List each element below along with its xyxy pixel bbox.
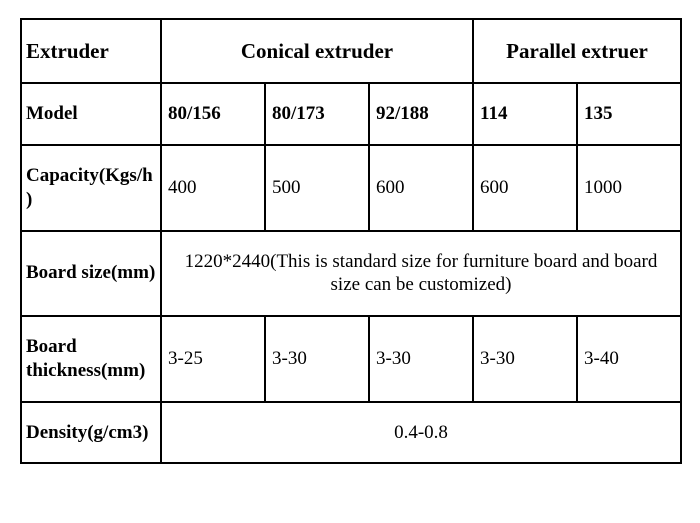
model-3: 114 [474,84,576,144]
table-header-row: Extruder Conical extruder Parallel extru… [21,19,681,83]
label-board-thickness: Board thickness(mm) [22,317,160,401]
header-parallel: Parallel extruer [474,20,680,82]
row-board-size: Board size(mm) 1220*2440(This is standar… [21,231,681,317]
label-model: Model [22,84,160,144]
thickness-1: 3-30 [266,329,368,389]
model-4: 135 [578,84,680,144]
header-conical: Conical extruder [162,20,472,82]
label-density: Density(g/cm3) [22,403,160,463]
header-extruder: Extruder [22,20,160,82]
density-value: 0.4-0.8 [162,403,680,463]
extruder-spec-table: Extruder Conical extruder Parallel extru… [20,18,682,464]
capacity-4: 1000 [578,158,680,218]
thickness-4: 3-40 [578,329,680,389]
board-size-value: 1220*2440(This is standard size for furn… [162,232,680,316]
thickness-2: 3-30 [370,329,472,389]
model-0: 80/156 [162,84,264,144]
capacity-2: 600 [370,158,472,218]
thickness-3: 3-30 [474,329,576,389]
row-density: Density(g/cm3) 0.4-0.8 [21,402,681,464]
label-board-size: Board size(mm) [22,243,160,303]
model-2: 92/188 [370,84,472,144]
row-model: Model 80/156 80/173 92/188 114 135 [21,83,681,145]
capacity-3: 600 [474,158,576,218]
row-board-thickness: Board thickness(mm) 3-25 3-30 3-30 3-30 … [21,316,681,402]
capacity-0: 400 [162,158,264,218]
thickness-0: 3-25 [162,329,264,389]
capacity-1: 500 [266,158,368,218]
label-capacity: Capacity(Kgs/h) [22,146,160,230]
model-1: 80/173 [266,84,368,144]
row-capacity: Capacity(Kgs/h) 400 500 600 600 1000 [21,145,681,231]
